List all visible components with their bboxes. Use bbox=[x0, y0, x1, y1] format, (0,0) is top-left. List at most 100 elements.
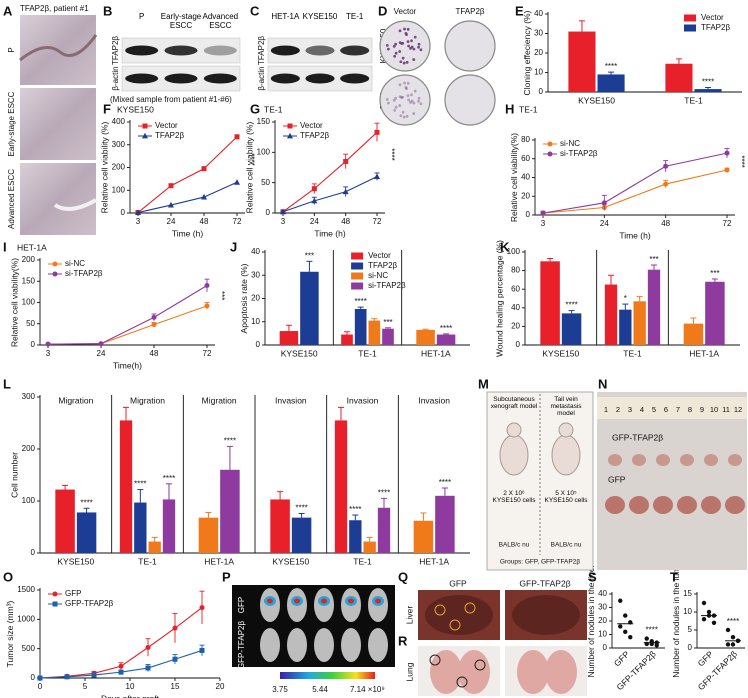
x-tick-label: HET-1A bbox=[419, 556, 449, 566]
panel-letter: A bbox=[3, 3, 13, 18]
lane-label-box: Early-stage ESCC bbox=[161, 13, 201, 30]
groups-label: Groups: GFP, GFP-TFAP2β bbox=[500, 559, 580, 566]
scale-label: 3.75 bbox=[272, 685, 288, 694]
significance: **** bbox=[439, 478, 451, 487]
marker bbox=[547, 141, 553, 147]
marker bbox=[64, 674, 70, 680]
y-tick-label: 400 bbox=[112, 117, 126, 126]
significance: *** bbox=[710, 269, 719, 278]
point bbox=[711, 620, 717, 625]
band bbox=[164, 45, 198, 56]
dish bbox=[444, 74, 496, 126]
row-label: GFP bbox=[608, 474, 626, 484]
mouse bbox=[368, 628, 388, 662]
band bbox=[270, 73, 300, 84]
colony bbox=[409, 100, 412, 104]
band bbox=[203, 73, 237, 84]
y-tick-label: 50 bbox=[261, 178, 270, 187]
series-line bbox=[282, 176, 378, 213]
x-tick-label: HET-1A bbox=[204, 556, 234, 566]
colony bbox=[412, 112, 416, 115]
y-tick-label: 20 bbox=[511, 322, 520, 331]
x-tick-label: 48 bbox=[341, 217, 350, 226]
bar bbox=[198, 517, 219, 553]
signal bbox=[321, 598, 327, 604]
significance: *** bbox=[305, 251, 314, 260]
row-label: Advanced ESCC bbox=[7, 169, 16, 229]
point bbox=[730, 642, 736, 647]
ruler-number: 9 bbox=[700, 405, 704, 414]
chart-title: TE-1 bbox=[519, 104, 538, 114]
bar bbox=[568, 31, 596, 92]
x-tick-label: TE-1 bbox=[138, 556, 157, 566]
panel-letter: G bbox=[250, 101, 260, 116]
cell-dose: 5 X 10⁵ KYSE150 cells bbox=[544, 490, 588, 505]
legend-label: Vector bbox=[155, 121, 178, 130]
liver bbox=[425, 595, 493, 635]
tumor bbox=[605, 496, 625, 514]
panel-letter: L bbox=[3, 376, 11, 391]
legend-label: Vector bbox=[300, 121, 323, 130]
lane-label: HET-1A bbox=[271, 13, 300, 21]
bar bbox=[540, 261, 560, 345]
y-tick-label: 20 bbox=[534, 48, 543, 57]
signal bbox=[375, 598, 381, 604]
significance: *** bbox=[217, 291, 226, 300]
colony bbox=[402, 115, 406, 119]
point bbox=[706, 609, 712, 615]
y-tick-label: 100 bbox=[112, 185, 126, 194]
chart-title: HET-1A bbox=[17, 242, 47, 252]
y-tick-label: 150 bbox=[257, 117, 271, 126]
mouse-head bbox=[558, 422, 574, 438]
bar bbox=[270, 499, 290, 553]
y-axis-label: Relative cell viability (%) bbox=[99, 122, 109, 214]
panel-letter: S bbox=[588, 569, 597, 584]
nodule-mark bbox=[434, 604, 446, 616]
row-label: P bbox=[7, 47, 16, 52]
x-axis-label: Time (h) bbox=[619, 230, 650, 240]
marker bbox=[287, 132, 293, 139]
group-label: Invasion bbox=[275, 395, 307, 405]
y-tick-label: 5 bbox=[688, 625, 693, 634]
bar bbox=[55, 489, 75, 553]
y-axis-label: Relative cell viability(%) bbox=[9, 258, 19, 347]
y-tick-label: 0 bbox=[121, 208, 126, 217]
significance: **** bbox=[387, 148, 396, 160]
y-tick-label: 10 bbox=[251, 317, 260, 326]
significance: **** bbox=[702, 78, 714, 87]
significance: **** bbox=[247, 153, 256, 165]
legend-label: GFP bbox=[65, 589, 81, 598]
y-tick-label: 40 bbox=[521, 173, 530, 182]
legend-label: GFP-TFAP2β bbox=[65, 599, 114, 608]
group-label: Migration bbox=[58, 395, 93, 405]
ruler-number: 11 bbox=[722, 405, 730, 414]
point bbox=[725, 642, 731, 647]
marker bbox=[151, 314, 157, 320]
marker bbox=[234, 179, 240, 185]
colony bbox=[386, 47, 390, 51]
y-tick-label: 40 bbox=[251, 247, 260, 256]
legend-label: si-TFAP2β bbox=[560, 149, 598, 158]
colony bbox=[412, 101, 416, 105]
y-tick-label: 40 bbox=[598, 589, 607, 598]
y-tick-label: 80 bbox=[511, 266, 520, 275]
point bbox=[618, 598, 623, 603]
y-tick-label: 10 bbox=[683, 607, 692, 616]
colony bbox=[398, 29, 402, 33]
series-line bbox=[47, 305, 208, 345]
panel-letter: O bbox=[3, 569, 13, 584]
marker bbox=[52, 261, 58, 267]
band bbox=[305, 45, 335, 56]
ruler-number: 1 bbox=[604, 405, 608, 414]
panel-letter: R bbox=[398, 633, 408, 648]
x-tick-label: 5 bbox=[83, 682, 88, 691]
tumor bbox=[608, 454, 622, 466]
marker bbox=[52, 601, 58, 607]
x-tick-label: 48 bbox=[661, 219, 670, 228]
organ-label: Lung bbox=[404, 662, 414, 681]
colony bbox=[394, 96, 398, 100]
bar bbox=[148, 541, 161, 553]
y-axis-label: Cloning effeciency (%) bbox=[522, 10, 532, 95]
series-line bbox=[47, 285, 208, 345]
marker bbox=[204, 303, 210, 309]
